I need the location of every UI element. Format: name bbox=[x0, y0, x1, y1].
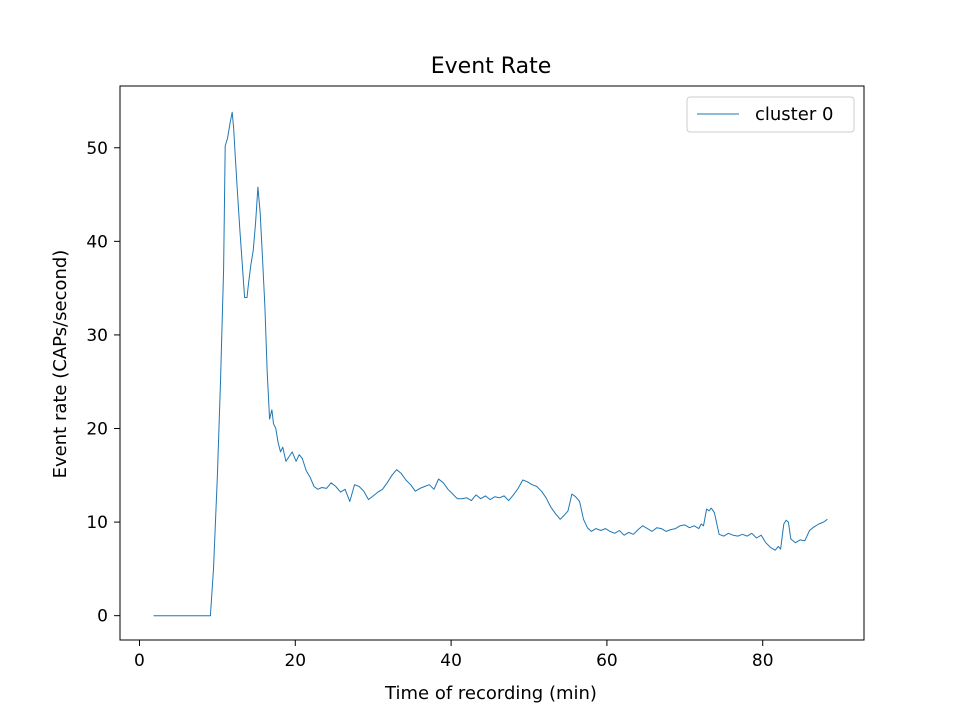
y-tick-label: 50 bbox=[86, 139, 108, 159]
x-tick-label: 40 bbox=[440, 651, 462, 671]
y-tick-label: 40 bbox=[86, 232, 108, 252]
x-tick-label: 60 bbox=[596, 651, 618, 671]
y-tick-label: 0 bbox=[97, 607, 108, 627]
y-tick-label: 10 bbox=[86, 513, 108, 533]
x-tick-label: 20 bbox=[284, 651, 306, 671]
series-line-0 bbox=[153, 111, 828, 617]
y-axis-label: Event rate (CAPs/second) bbox=[50, 250, 71, 479]
legend-label-cluster-0: cluster 0 bbox=[755, 104, 833, 125]
plot-area bbox=[153, 111, 828, 617]
x-tick-label: 80 bbox=[752, 651, 774, 671]
plot-frame bbox=[119, 85, 865, 641]
x-axis-label: Time of recording (min) bbox=[384, 683, 597, 704]
y-axis-ticks: 0 10 20 30 40 50 bbox=[86, 139, 120, 627]
legend: cluster 0 bbox=[686, 96, 855, 133]
chart-title: Event Rate bbox=[431, 54, 551, 79]
legend-box bbox=[686, 96, 855, 133]
x-tick-label: 0 bbox=[134, 651, 145, 671]
y-tick-label: 30 bbox=[86, 326, 108, 346]
x-axis-ticks: 0 20 40 60 80 bbox=[134, 640, 774, 671]
y-tick-label: 20 bbox=[86, 420, 108, 440]
